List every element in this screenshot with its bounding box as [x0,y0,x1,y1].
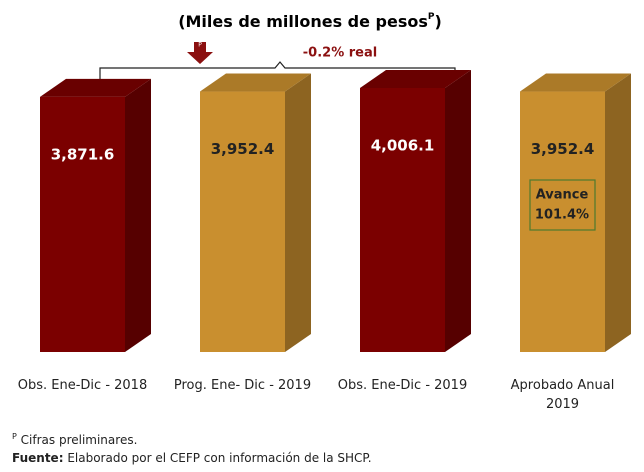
progress-label: Avance [536,188,589,203]
bar [40,96,125,352]
bar-top [200,73,311,92]
change-label: -0.2% real [303,46,377,61]
bar-top [40,78,151,97]
x-tick-label: Prog. Ene- Dic - 2019 [173,378,312,393]
progress-box [529,179,596,231]
x-tick-label: Obs. Ene-Dic - 2018 [17,378,148,393]
progress-label: 101.4% [535,208,589,223]
bracket [99,61,456,80]
bar-side [445,70,471,352]
bar-side [285,73,311,352]
bar-side [125,78,151,353]
bar-top [520,73,631,92]
x-tick-label: Obs. Ene-Dic - 2019 [337,378,468,393]
bar-side [605,73,631,352]
title-text: (Miles de millones de pesos [178,12,428,31]
value-label: 3,952.4 [211,140,275,158]
bar [360,88,445,352]
value-label: 3,871.6 [51,145,115,163]
x-tick-label: Aprobado Anual 2019 [510,378,615,412]
title-end: ) [435,12,442,31]
value-label: 4,006.1 [371,137,435,155]
bar [200,91,285,352]
source: Fuente: Elaborado por el CEFP con inform… [12,451,372,465]
source-text: Elaborado por el CEFP con información de… [67,451,372,465]
footnote: P Cifras preliminares. [12,432,137,447]
bar [520,91,605,352]
arrow [187,42,213,64]
arrow-label: P [198,42,202,49]
footnote-text: Cifras preliminares. [20,433,138,447]
bar-top [360,70,471,88]
chart-title: (Miles de millones de pesosP) [178,12,442,31]
title-superscript: P [428,12,435,22]
source-label: Fuente: [12,451,64,465]
footnote-mark: P [12,432,17,441]
value-label: 3,952.4 [531,140,595,158]
change-box [296,43,386,62]
